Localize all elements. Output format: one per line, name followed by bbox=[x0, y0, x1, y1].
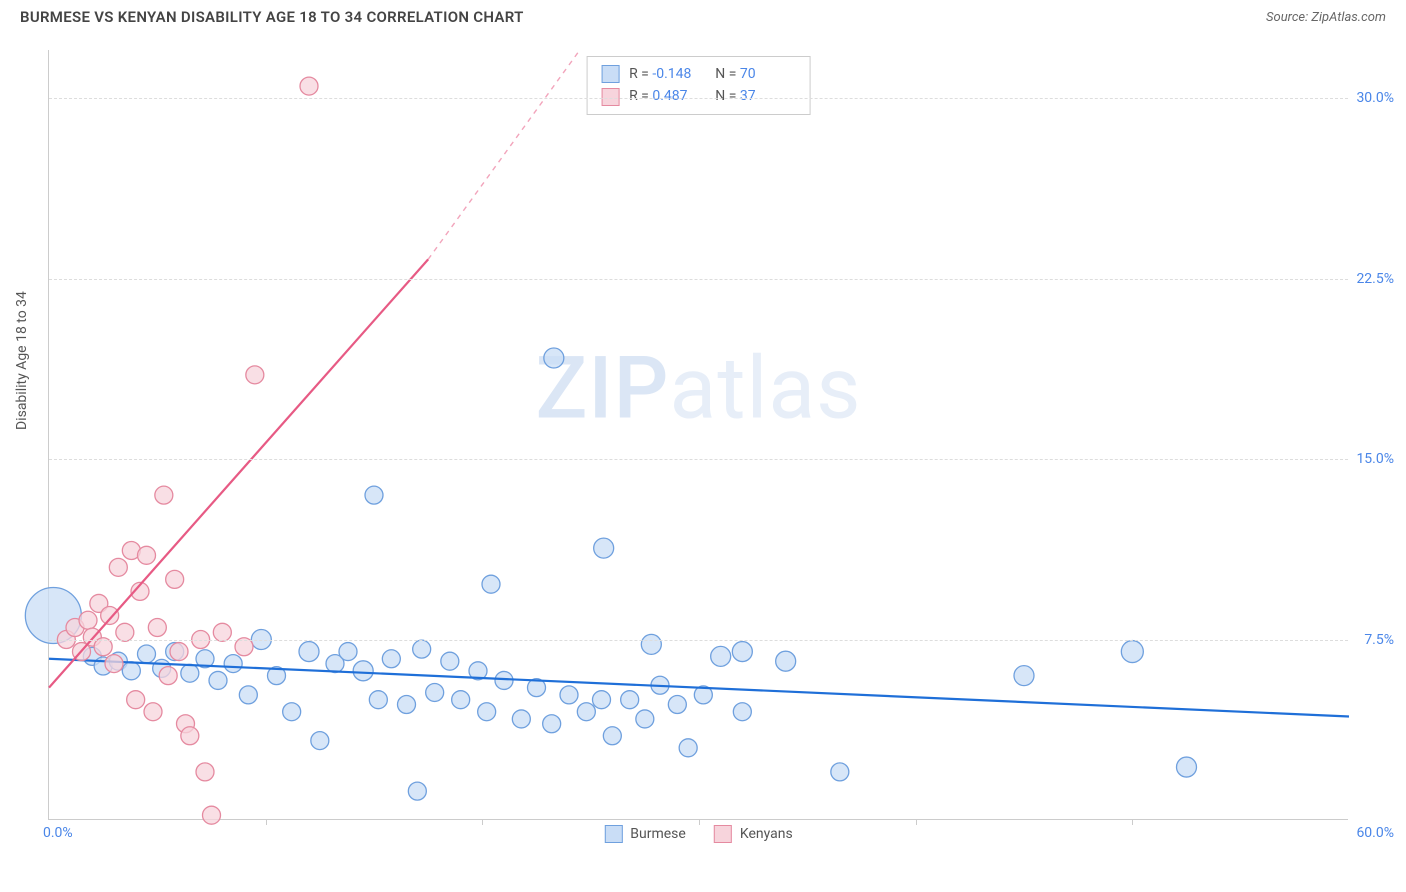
scatter-point bbox=[679, 739, 697, 757]
scatter-point bbox=[1177, 757, 1197, 777]
scatter-point bbox=[369, 691, 387, 709]
scatter-point bbox=[138, 645, 156, 663]
scatter-point bbox=[101, 606, 119, 624]
x-tick-mark bbox=[699, 819, 700, 825]
legend-bottom: Burmese Kenyans bbox=[604, 825, 792, 843]
legend-label: Burmese bbox=[630, 826, 686, 842]
legend-corr-row: R = 0.487 N = 37 bbox=[601, 85, 796, 107]
scatter-point bbox=[478, 703, 496, 721]
scatter-point bbox=[127, 691, 145, 709]
scatter-point bbox=[668, 696, 686, 714]
plot-wrap: ZIPatlas R = -0.148 N = 70R = 0.487 N = … bbox=[48, 50, 1388, 845]
scatter-point bbox=[426, 683, 444, 701]
x-tick-end: 60.0% bbox=[1356, 825, 1394, 841]
scatter-point bbox=[300, 77, 318, 95]
legend-corr-row: R = -0.148 N = 70 bbox=[601, 63, 796, 85]
y-axis-label: Disability Age 18 to 34 bbox=[14, 291, 30, 430]
legend-corr-text: R = 0.487 N = 37 bbox=[629, 85, 796, 107]
x-tick-mark bbox=[916, 819, 917, 825]
scatter-point bbox=[441, 652, 459, 670]
scatter-point bbox=[196, 763, 214, 781]
scatter-point bbox=[109, 558, 127, 576]
trend-line bbox=[49, 259, 428, 687]
scatter-point bbox=[543, 715, 561, 733]
scatter-point bbox=[122, 662, 140, 680]
scatter-point bbox=[224, 655, 242, 673]
scatter-point bbox=[138, 546, 156, 564]
legend-swatch bbox=[601, 65, 619, 83]
scatter-point bbox=[299, 642, 319, 662]
scatter-point bbox=[203, 806, 221, 824]
scatter-point bbox=[246, 366, 264, 384]
gridline-h bbox=[49, 279, 1348, 280]
scatter-point bbox=[79, 611, 97, 629]
scatter-point bbox=[311, 732, 329, 750]
scatter-point bbox=[155, 486, 173, 504]
scatter-point bbox=[382, 650, 400, 668]
plot-area: ZIPatlas R = -0.148 N = 70R = 0.487 N = … bbox=[48, 50, 1348, 820]
scatter-point bbox=[711, 646, 731, 666]
scatter-point bbox=[339, 643, 357, 661]
scatter-point bbox=[283, 703, 301, 721]
scatter-point bbox=[181, 727, 199, 745]
scatter-point bbox=[413, 640, 431, 658]
scatter-point bbox=[732, 642, 752, 662]
scatter-point bbox=[105, 655, 123, 673]
x-tick-mark bbox=[482, 819, 483, 825]
scatter-point bbox=[353, 661, 373, 681]
y-tick-label: 22.5% bbox=[1356, 271, 1394, 287]
legend-item: Burmese bbox=[604, 825, 686, 843]
scatter-point bbox=[733, 703, 751, 721]
scatter-point bbox=[577, 703, 595, 721]
scatter-point bbox=[621, 691, 639, 709]
x-tick-mark bbox=[266, 819, 267, 825]
chart-title: BURMESE VS KENYAN DISABILITY AGE 18 TO 3… bbox=[20, 8, 524, 26]
x-tick-mark bbox=[1132, 819, 1133, 825]
scatter-point bbox=[593, 691, 611, 709]
scatter-point bbox=[495, 671, 513, 689]
scatter-point bbox=[776, 651, 796, 671]
legend-swatch bbox=[601, 88, 619, 106]
scatter-point bbox=[166, 570, 184, 588]
scatter-point bbox=[452, 691, 470, 709]
scatter-point bbox=[408, 782, 426, 800]
scatter-point bbox=[144, 703, 162, 721]
y-tick-label: 30.0% bbox=[1356, 90, 1394, 106]
legend-item: Kenyans bbox=[714, 825, 793, 843]
trend-line-ext bbox=[428, 50, 580, 259]
x-tick-origin: 0.0% bbox=[43, 825, 73, 841]
scatter-point bbox=[482, 575, 500, 593]
y-tick-label: 7.5% bbox=[1364, 632, 1394, 648]
gridline-h bbox=[49, 98, 1348, 99]
scatter-point bbox=[209, 671, 227, 689]
y-tick-label: 15.0% bbox=[1356, 451, 1394, 467]
scatter-point bbox=[641, 634, 661, 654]
scatter-point bbox=[1121, 641, 1143, 663]
legend-corr-text: R = -0.148 N = 70 bbox=[629, 63, 796, 85]
scatter-svg bbox=[49, 50, 1348, 819]
scatter-point bbox=[544, 348, 564, 368]
legend-swatch bbox=[604, 825, 622, 843]
scatter-point bbox=[239, 686, 257, 704]
scatter-point bbox=[603, 727, 621, 745]
gridline-h bbox=[49, 640, 1348, 641]
scatter-point bbox=[181, 664, 199, 682]
correlation-legend: R = -0.148 N = 70R = 0.487 N = 37 bbox=[586, 56, 811, 115]
scatter-point bbox=[365, 486, 383, 504]
scatter-point bbox=[398, 696, 416, 714]
legend-swatch bbox=[714, 825, 732, 843]
scatter-point bbox=[170, 643, 188, 661]
legend-label: Kenyans bbox=[740, 826, 793, 842]
scatter-point bbox=[831, 763, 849, 781]
scatter-point bbox=[594, 538, 614, 558]
scatter-point bbox=[159, 667, 177, 685]
source-label: Source: ZipAtlas.com bbox=[1266, 10, 1386, 25]
scatter-point bbox=[512, 710, 530, 728]
scatter-point bbox=[148, 619, 166, 637]
scatter-point bbox=[1014, 666, 1034, 686]
header-row: BURMESE VS KENYAN DISABILITY AGE 18 TO 3… bbox=[0, 0, 1406, 30]
gridline-h bbox=[49, 459, 1348, 460]
scatter-point bbox=[636, 710, 654, 728]
scatter-point bbox=[560, 686, 578, 704]
